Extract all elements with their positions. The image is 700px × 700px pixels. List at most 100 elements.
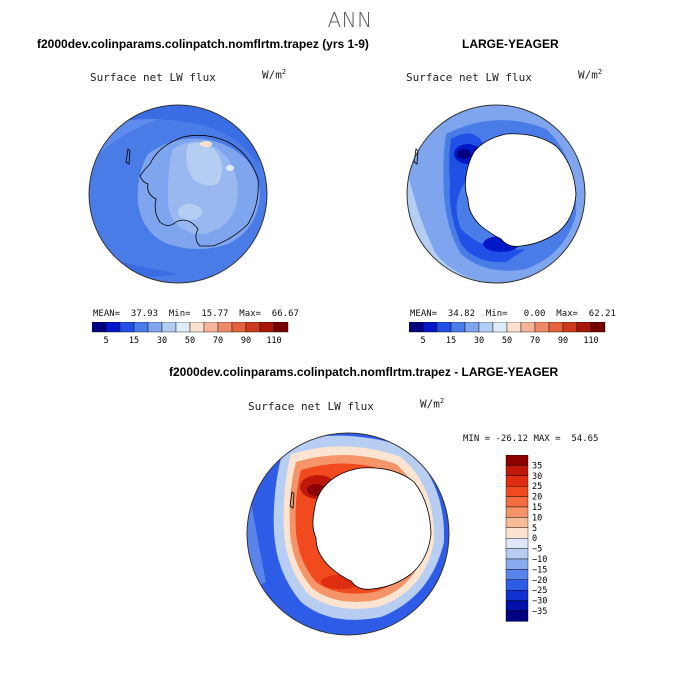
panel2-colorbar-label: 110 xyxy=(583,336,598,346)
panel3-colorbar-swatch xyxy=(505,600,529,612)
panel3-variable-label: Surface net LW flux xyxy=(248,400,374,413)
panel3-colorbar-swatch xyxy=(505,527,529,539)
panel1-colorbar-swatch xyxy=(105,322,121,333)
panel2-colorbar-label: 90 xyxy=(558,336,568,346)
panel2-colorbar-swatch xyxy=(492,322,508,333)
panel3-colorbar-swatch xyxy=(505,506,529,518)
panel3-colorbar-label: −25 xyxy=(532,586,547,596)
panel2-colorbar-swatch xyxy=(562,322,578,333)
panel2-colorbar-swatch xyxy=(478,322,494,333)
panel2-map-border xyxy=(406,104,586,284)
panel3-colorbar-swatch xyxy=(505,517,529,529)
panel1-field-band xyxy=(89,105,267,164)
panel1-colorbar-swatch xyxy=(189,322,205,333)
panel2-colorbar-label: 70 xyxy=(530,336,540,346)
panel3-colorbar-swatch xyxy=(505,589,529,601)
panel3-colorbar-swatch xyxy=(505,486,529,497)
panel2-colorbar-swatch xyxy=(422,322,438,333)
panel3-coast-fragment xyxy=(289,491,295,509)
panel3-colorbar-label: 0 xyxy=(532,534,537,544)
panel2-colorbar-swatch xyxy=(450,322,466,333)
panel3-colorbar-label: 35 xyxy=(532,461,542,471)
panel3-colorbar-label: −15 xyxy=(532,565,547,575)
panel1-colorbar-swatch xyxy=(217,322,233,333)
panel2-colorbar-swatch xyxy=(590,322,606,333)
main-title: ANN xyxy=(327,8,373,32)
panel3-colorbar-swatch xyxy=(505,579,529,591)
panel1-colorbar-label: 15 xyxy=(129,336,139,346)
panel3-colorbar-label: 30 xyxy=(532,472,542,482)
panel1-colorbar-label: 90 xyxy=(241,336,251,346)
panel3-antarctica-outline xyxy=(312,467,432,590)
panel3-colorbar-label: 20 xyxy=(532,493,542,503)
panel2-landmask xyxy=(465,133,576,247)
panel2-variable-label: Surface net LW flux xyxy=(406,71,532,84)
panel3-colorbar-label: 10 xyxy=(532,513,542,523)
panel2-colorbar-swatch xyxy=(464,322,480,333)
panel1-colorbar-label: 110 xyxy=(266,336,281,346)
panel2-polar-map xyxy=(406,104,586,284)
panel3-title: f2000dev.colinparams.colinpatch.nomflrtm… xyxy=(169,365,559,379)
panel3-colorbar-label: 25 xyxy=(532,482,542,492)
panel3-colorbar-label: −5 xyxy=(532,545,542,555)
panel1-colorbar: 51530507090110130 xyxy=(92,322,289,346)
panel1-units: W/m2 xyxy=(262,68,287,82)
panel3-colorbar-label: 5 xyxy=(532,524,537,534)
panel1-coast-fragment xyxy=(125,148,131,165)
panel3-colorbar-swatch xyxy=(505,548,529,560)
panel1-field-band xyxy=(226,165,234,171)
panel2-colorbar-swatch xyxy=(506,322,522,333)
panel1-colorbar-swatch xyxy=(92,322,107,333)
panel3-colorbar-swatch xyxy=(505,465,529,476)
panel2-field-band xyxy=(457,149,471,159)
panel3-colorbar-swatch xyxy=(505,455,529,466)
panel2-colorbar-label: 30 xyxy=(474,336,484,346)
panel2-colorbar-swatch xyxy=(436,322,452,333)
panel1-title: f2000dev.colinparams.colinpatch.nomflrtm… xyxy=(37,37,369,51)
panel2-antarctica-outline xyxy=(464,133,577,247)
panel3-colorbar-swatch xyxy=(505,537,529,549)
panel3-colorbar-swatch xyxy=(505,496,529,508)
panel3-colorbar-label: −20 xyxy=(532,576,547,586)
panel3-colorbar-label: −35 xyxy=(532,607,547,617)
panel1-stats: MEAN= 37.93 Min= 15.77 Max= 66.67 xyxy=(93,309,299,319)
panel3-map-border xyxy=(246,432,450,636)
panel3-colorbar-swatch xyxy=(505,558,529,570)
panel2-units: W/m2 xyxy=(578,68,603,82)
panel1-field-band xyxy=(186,142,222,186)
panel3-colorbar-swatch xyxy=(505,610,529,622)
panel1-colorbar-swatch xyxy=(259,322,275,333)
panel1-colorbar-label: 50 xyxy=(185,336,195,346)
panel1-colorbar-swatch xyxy=(175,322,191,333)
panel3-polar-map xyxy=(246,432,450,636)
panel3-units: W/m2 xyxy=(420,397,445,411)
panel2-colorbar-swatch xyxy=(576,322,592,333)
panel1-colorbar-swatch xyxy=(119,322,135,333)
panel1-colorbar-swatch xyxy=(231,322,247,333)
panel2-colorbar-swatch xyxy=(548,322,564,333)
panel2-colorbar-label: 50 xyxy=(502,336,512,346)
panel3-colorbar-label: −30 xyxy=(532,597,547,607)
panel1-polar-map xyxy=(88,104,268,284)
panel3-landmask xyxy=(312,467,431,590)
panel1-colorbar-label: 5 xyxy=(103,336,108,346)
panel1-colorbar-swatch xyxy=(245,322,261,333)
panel3-colorbar-swatch xyxy=(505,569,529,581)
panel2-colorbar-label: 5 xyxy=(420,336,425,346)
panel1-colorbar-swatch xyxy=(133,322,149,333)
panel1-variable-label: Surface net LW flux xyxy=(90,71,216,84)
panel2-colorbar: 51530507090110130 xyxy=(409,322,606,346)
panel3-colorbar-label: −10 xyxy=(532,555,547,565)
panel2-colorbar-label: 15 xyxy=(446,336,456,346)
panel2-colorbar-swatch xyxy=(520,322,536,333)
panel1-colorbar-label: 30 xyxy=(157,336,167,346)
panel1-map-border xyxy=(88,104,268,284)
panel3-colorbar-label: 15 xyxy=(532,503,542,513)
panel1-colorbar-swatch xyxy=(273,322,289,333)
panel1-colorbar-label: 70 xyxy=(213,336,223,346)
panel1-antarctica-outline xyxy=(139,134,259,247)
panel2-title: LARGE-YEAGER xyxy=(462,37,559,51)
panel3-stats: MIN = -26.12 MAX = 54.65 xyxy=(463,434,599,444)
panel1-colorbar-swatch xyxy=(161,322,177,333)
